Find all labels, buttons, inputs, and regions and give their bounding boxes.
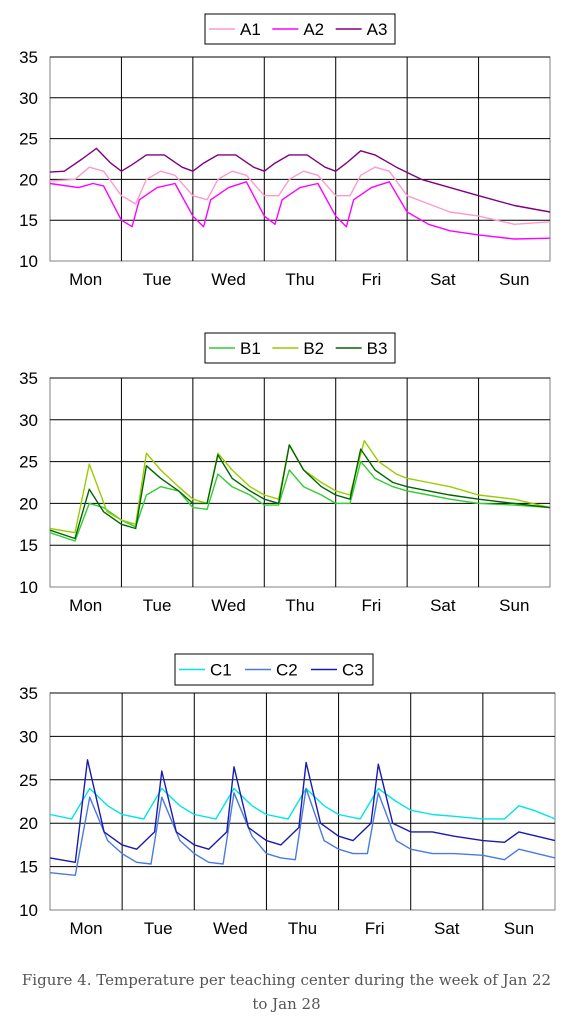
y-tick-label: 10 <box>19 578 38 597</box>
legend: C1 C2 C3 <box>174 653 374 686</box>
y-tick-label: 25 <box>19 771 38 790</box>
x-tick-label: Sat <box>434 919 460 938</box>
legend-box <box>204 332 396 364</box>
x-tick-label: Tue <box>143 270 172 289</box>
series-line-a1 <box>49 166 551 226</box>
x-tick-label: Wed <box>211 596 246 615</box>
x-tick-label: Fri <box>362 596 382 615</box>
y-tick-label: 25 <box>19 130 38 149</box>
legend-box <box>174 653 374 686</box>
x-tick-label: Tue <box>143 596 172 615</box>
y-tick-label: 35 <box>19 48 38 67</box>
legend-label-a3: A3 <box>367 20 388 39</box>
x-tick-label: Fri <box>362 270 382 289</box>
series-line-b3 <box>49 444 551 540</box>
figure-caption: Figure 4. Temperature per teaching cente… <box>21 971 552 1013</box>
legend: B1 B2 B3 <box>204 332 396 364</box>
legend-label-c2: C2 <box>276 661 298 680</box>
y-tick-label: 30 <box>19 89 38 108</box>
y-tick-label: 35 <box>19 369 38 388</box>
y-tick-label: 15 <box>19 536 38 555</box>
y-tick-label: 20 <box>19 170 38 189</box>
y-tick-label: 25 <box>19 453 38 472</box>
x-tick-label: Fri <box>365 919 385 938</box>
legend-label-a1: A1 <box>240 20 261 39</box>
x-tick-label: Wed <box>211 270 246 289</box>
y-tick-label: 20 <box>19 814 38 833</box>
y-tick-label: 30 <box>19 727 38 746</box>
x-tick-label: Thu <box>285 270 314 289</box>
chart-2: 10 15 20 25 30 35 Mon Tue Wed Thu Fri Sat Sun B1 B2 B3 <box>19 332 551 615</box>
y-tick-label: 15 <box>19 211 38 230</box>
x-tick-label: Thu <box>288 919 317 938</box>
x-tick-label: Sat <box>430 270 456 289</box>
x-tick-label: Tue <box>144 919 173 938</box>
series-line-a2 <box>49 181 551 240</box>
x-tick-label: Mon <box>69 270 102 289</box>
y-tick-label: 15 <box>19 858 38 877</box>
series-line-c1 <box>49 787 556 820</box>
legend-label-b2: B2 <box>303 339 324 358</box>
chart-1: 10 15 20 25 30 35 Mon Tue Wed Thu Fri Sat Sun A1 A2 A3 <box>19 13 551 289</box>
series-line-b2 <box>49 440 551 534</box>
y-tick-label: 10 <box>19 252 38 271</box>
x-tick-label: Sun <box>499 596 529 615</box>
plot-area <box>49 692 556 911</box>
legend-label-b3: B3 <box>367 339 388 358</box>
plot-area <box>49 56 551 262</box>
legend-label-c3: C3 <box>342 661 364 680</box>
y-tick-label: 30 <box>19 411 38 430</box>
legend-label-b1: B1 <box>240 339 261 358</box>
y-tick-label: 10 <box>19 901 38 920</box>
series-line-b1 <box>49 460 551 542</box>
legend: A1 A2 A3 <box>204 13 396 45</box>
x-tick-label: Sun <box>504 919 534 938</box>
x-tick-label: Wed <box>213 919 248 938</box>
x-tick-label: Mon <box>70 919 103 938</box>
chart-3: 10 15 20 25 30 35 Mon Tue Wed Thu Fri Sat Sun C1 C2 C3 <box>19 653 556 938</box>
legend-label-a2: A2 <box>303 20 324 39</box>
x-tick-label: Mon <box>69 596 102 615</box>
y-tick-label: 35 <box>19 684 38 703</box>
x-tick-label: Sat <box>430 596 456 615</box>
series-line-a3 <box>49 147 551 213</box>
legend-label-c1: C1 <box>210 661 232 680</box>
x-tick-label: Sun <box>499 270 529 289</box>
series-line-c2 <box>49 787 556 876</box>
y-tick-label: 20 <box>19 494 38 513</box>
legend-box <box>204 13 396 45</box>
series-line-c3 <box>49 759 556 863</box>
x-tick-label: Thu <box>285 596 314 615</box>
